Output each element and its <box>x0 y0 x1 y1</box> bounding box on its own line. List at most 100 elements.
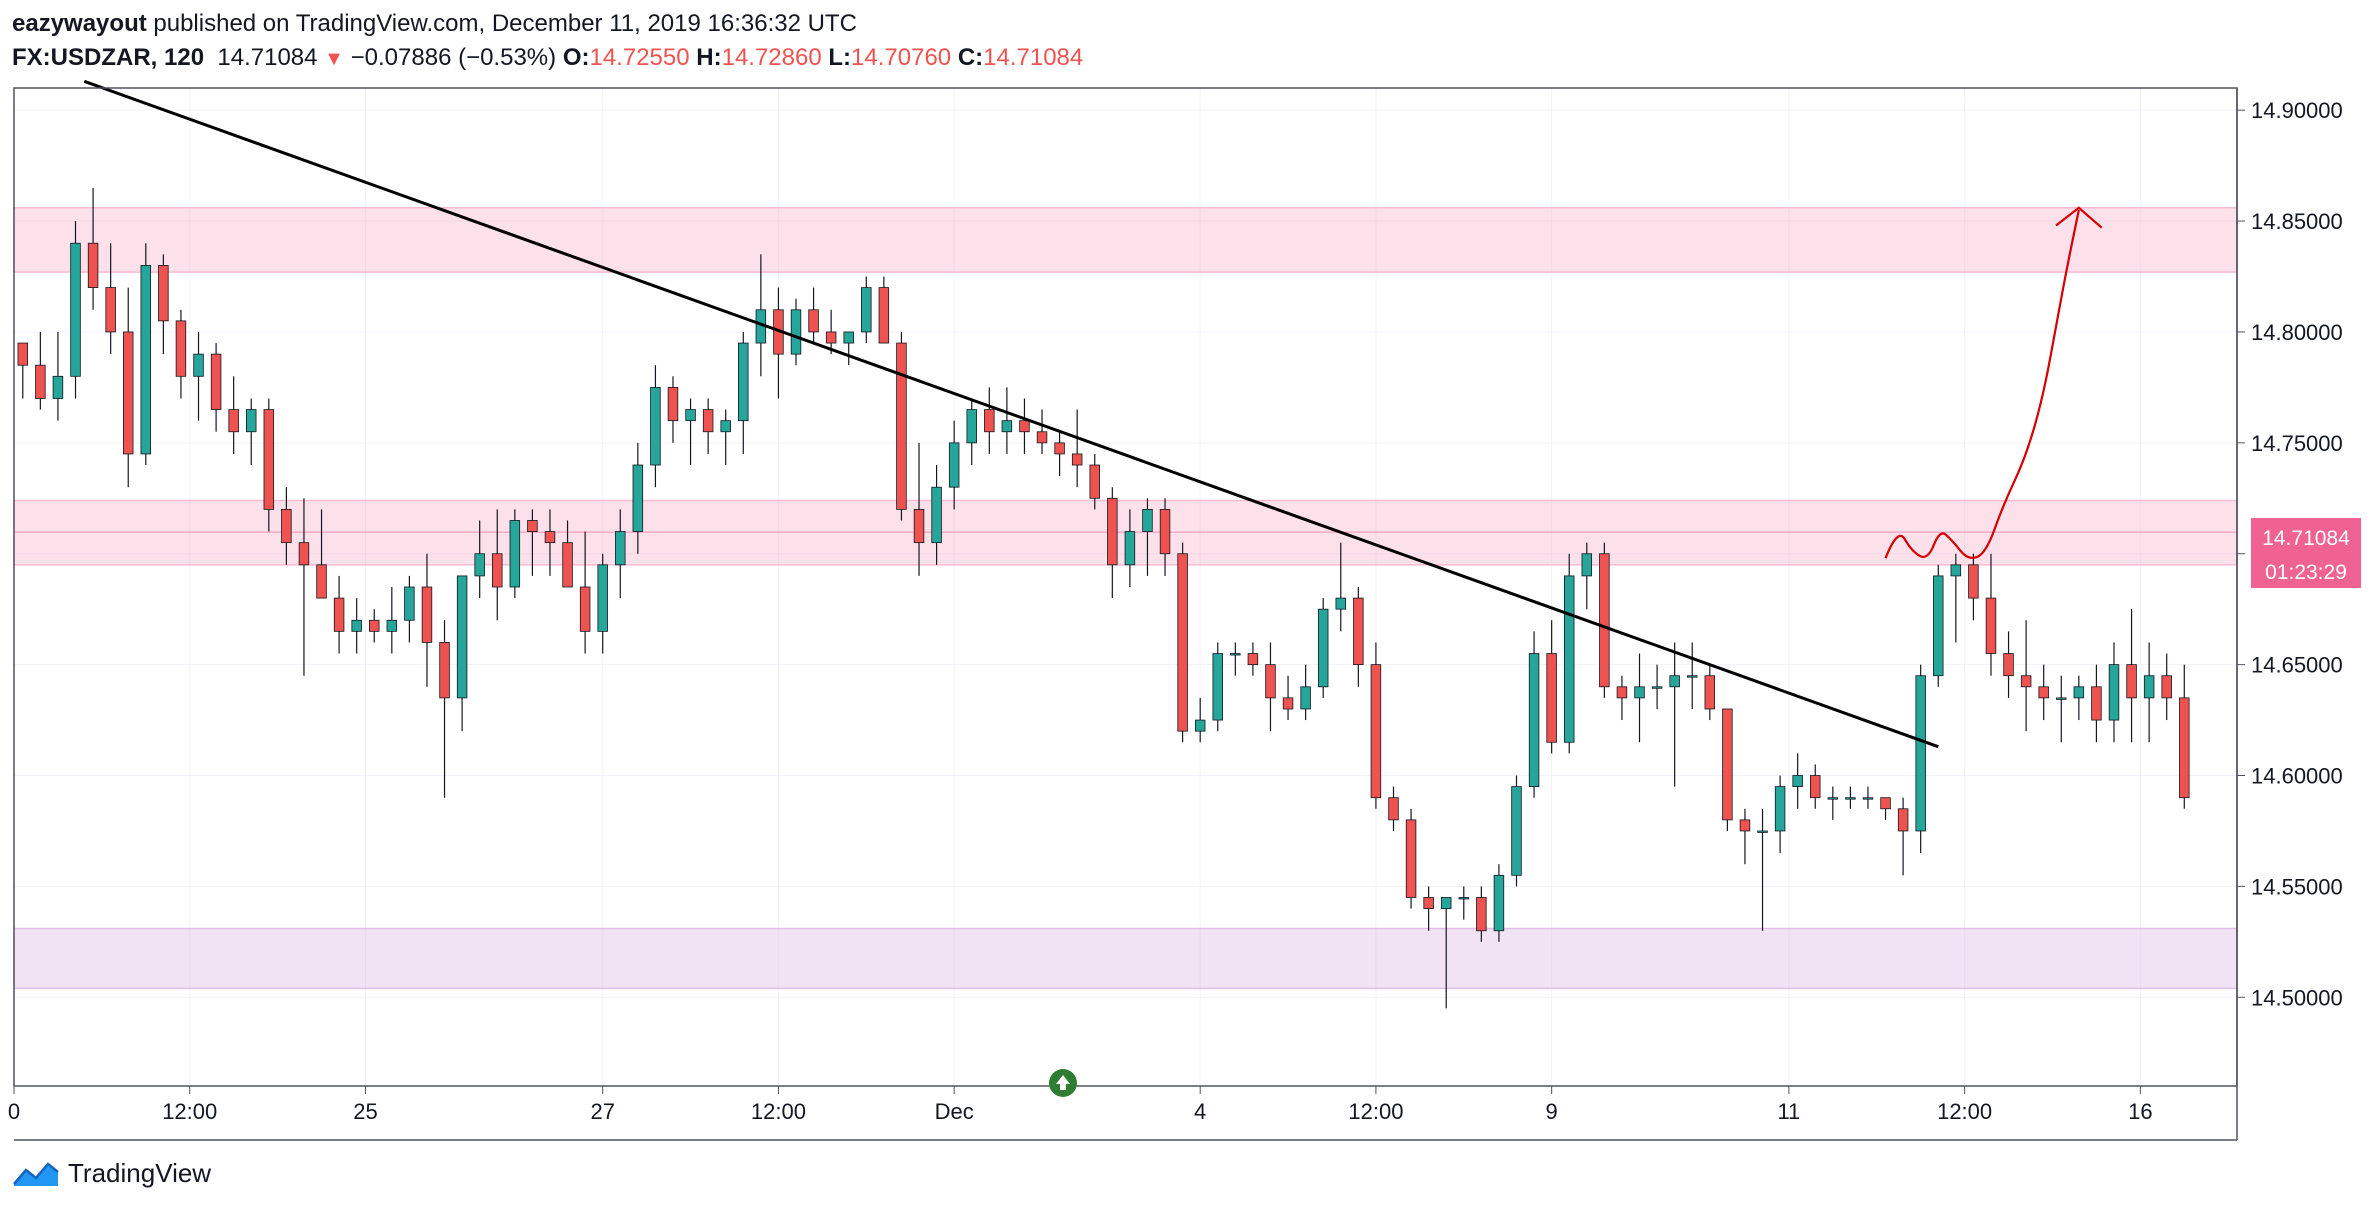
last-price-tag-countdown: 01:23:29 <box>2265 561 2347 584</box>
candle <box>1300 664 1311 721</box>
candle-body-up <box>931 486 942 544</box>
candle-body-up <box>1511 786 1522 876</box>
last-price: 14.71084 <box>217 44 318 71</box>
candle-body-down <box>896 342 907 510</box>
open-value: 14.72550 <box>589 44 690 71</box>
candle <box>2056 675 2067 743</box>
author-name[interactable]: eazywayout <box>12 10 147 37</box>
candle-body-down <box>87 242 99 289</box>
candle <box>386 587 398 654</box>
candle-body-up <box>632 464 644 532</box>
candle-body-down <box>158 265 169 322</box>
candle-body-down <box>1985 597 1997 654</box>
candle-body-up <box>1335 597 1347 610</box>
candle-body-down <box>527 520 538 532</box>
candle <box>1757 808 1768 931</box>
candle <box>843 331 854 366</box>
price-tick-label: 14.65000 <box>2251 653 2343 678</box>
candle <box>421 553 433 687</box>
candle-body-up <box>1230 653 1241 656</box>
candle-body-up <box>685 409 696 422</box>
candle-body-down <box>1054 442 1065 455</box>
time-tick-label: 9 <box>1546 1099 1558 1124</box>
candle <box>246 398 257 466</box>
candle <box>878 276 890 344</box>
candle-body-down <box>579 586 591 632</box>
high-label: H: <box>696 44 722 71</box>
ohlc-line: FX:USDZAR, 120 14.71084 ▼ −0.07886 (−0.5… <box>12 42 1083 75</box>
candle <box>2179 664 2190 809</box>
projection-path[interactable] <box>1884 209 2080 559</box>
published-text: published on TradingView.com, December 1… <box>153 10 857 37</box>
candle-body-down <box>263 409 275 510</box>
down-arrow-icon: ▼ <box>324 48 344 70</box>
candle-body-up <box>1581 553 1593 577</box>
candle <box>1792 753 1803 809</box>
candle <box>1370 642 1382 809</box>
candle <box>896 331 907 521</box>
candle-body-up <box>509 520 521 588</box>
candle <box>52 331 64 421</box>
candle <box>2108 642 2120 743</box>
candle <box>913 442 925 576</box>
time-tick-label: 27 <box>590 1099 614 1124</box>
candle <box>1827 786 1839 820</box>
time-axis[interactable]: 0 12:00 25 27 12:00 Dec 4 12:00 9 11 12:00 16 <box>8 1086 2153 1124</box>
candle-body-down <box>1599 553 1610 688</box>
candle-body-up <box>1317 608 1329 688</box>
candle-body-up <box>790 309 802 355</box>
footer-brand-name: TradingView <box>68 1158 212 1188</box>
price-change: −0.07886 (−0.53%) <box>350 44 557 71</box>
candle-body-down <box>122 331 134 455</box>
candle <box>2126 609 2137 743</box>
last-price-tag-value: 14.71084 <box>2262 527 2350 550</box>
candle-body-up <box>2073 686 2085 699</box>
candle <box>773 287 784 399</box>
candle <box>984 387 995 454</box>
candle-body-up <box>597 564 608 632</box>
candle-body-up <box>1687 675 1698 678</box>
candle <box>87 187 99 310</box>
candle <box>1968 553 1979 621</box>
candle <box>1862 786 1874 809</box>
candle <box>1282 675 1294 721</box>
candle <box>1546 620 1557 754</box>
candle-body-down <box>702 409 714 433</box>
support-zone <box>13 927 2238 990</box>
candle <box>1212 642 1223 732</box>
candle <box>825 309 837 355</box>
candle <box>35 331 46 410</box>
candle-body-up <box>1124 531 1136 566</box>
candle <box>2143 642 2155 743</box>
candle-body-down <box>2038 686 2049 699</box>
publication-line: eazywayout published on TradingView.com,… <box>12 8 857 40</box>
candle-body-up <box>1792 775 1803 787</box>
price-tick-label: 14.75000 <box>2251 431 2343 456</box>
candle-body-up <box>1001 420 1013 433</box>
candle <box>1950 553 1962 643</box>
candle-body-up <box>246 409 257 433</box>
candle-body-up <box>1651 686 1663 689</box>
candle <box>1177 542 1188 743</box>
trend-line[interactable] <box>83 79 1939 749</box>
footer-brand[interactable]: TradingView <box>12 1158 211 1189</box>
candle <box>1985 553 1997 676</box>
candle <box>808 287 819 344</box>
candle-body-down <box>1353 597 1364 666</box>
candle <box>1651 664 1663 709</box>
dividend-marker[interactable] <box>1049 1069 1077 1097</box>
candle-body-up <box>140 265 152 455</box>
candle <box>1230 642 1241 676</box>
candle-body-down <box>825 331 837 344</box>
last-price-tag: 14.71084 01:23:29 <box>2251 518 2361 588</box>
candle <box>1563 553 1575 754</box>
candle <box>210 343 222 432</box>
candle-body-down <box>1546 653 1557 743</box>
candle-body-up <box>2056 697 2067 700</box>
candle <box>2073 675 2085 721</box>
candle-body-up <box>1933 575 1944 677</box>
candle <box>544 509 556 576</box>
candle <box>1493 864 1505 942</box>
close-value: 14.71084 <box>983 44 1084 71</box>
